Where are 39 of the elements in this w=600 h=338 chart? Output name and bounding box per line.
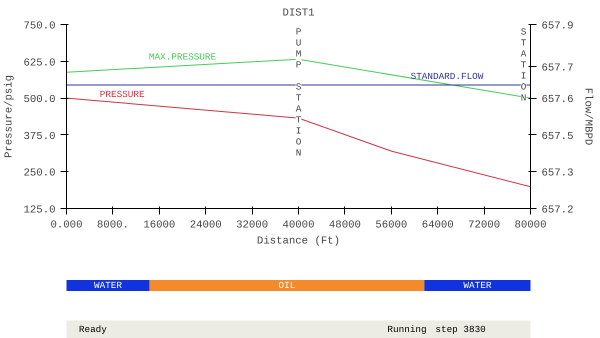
text: Running [387,324,427,335]
x-tick-label: 8000. [96,220,129,232]
y-tick-label: 500.0 [24,94,56,106]
y2-tick-label: 657.5 [542,130,574,143]
y-axis-title: Pressure/psig [4,74,16,158]
text: PUMP [296,26,302,70]
y2-tick-label: 657.9 [542,20,574,32]
x-tick-label: 32000 [236,220,268,232]
x-tick-label: 0.000 [50,220,82,232]
y2-axis-title: Flow/MBPD [581,88,594,146]
x-tick-label: 80000 [514,220,546,232]
chart-title: DIST1 [282,8,314,20]
y-tick-label: 625.0 [24,57,56,70]
text: step 3830 [435,324,486,335]
y-tick-label: 375.0 [24,130,56,143]
x-tick-label: 16000 [143,220,176,232]
y2-tick-label: 657.6 [542,94,574,106]
x-tick-label: 72000 [468,220,500,232]
series-label: OIL [278,280,296,291]
text: STATION [520,26,526,104]
y-tick-label: 250.0 [24,168,56,180]
text: Ready [78,324,108,335]
x-tick-label: 24000 [190,220,222,232]
series-label: MAX.PRESSURE [148,52,216,63]
y2-tick-label: 657.3 [542,168,574,180]
x-axis-title: Distance (Ft) [256,236,340,248]
series-label: STANDARD.FLOW [410,70,484,82]
y-tick-label: 750.0 [24,20,56,32]
y-tick-label: 125.0 [24,204,56,216]
x-tick-label: 64000 [422,220,454,232]
y2-tick-label: 657.2 [542,204,574,216]
series-label: PRESSURE [100,88,145,100]
annotation: STATION [296,82,302,158]
series-label: WATER [463,280,492,291]
x-tick-label: 48000 [328,220,361,232]
x-tick-label: 56000 [375,220,408,232]
x-tick-label: 40000 [282,220,314,232]
y2-tick-label: 657.7 [542,62,574,75]
series-label: WATER [94,280,122,291]
